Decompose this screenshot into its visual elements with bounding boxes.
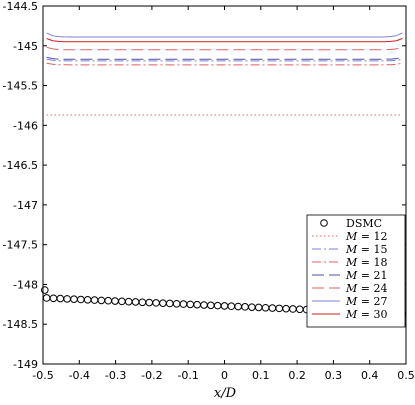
x-tick-label: 0.4 [361, 369, 379, 382]
series-line [46, 46, 403, 51]
x-tick-label: -0.5 [32, 369, 53, 382]
x-tick-label: -0.2 [141, 369, 162, 382]
y-tick-label: -146 [13, 119, 38, 132]
legend-label: M = 12 [345, 230, 387, 243]
y-tick-label: -147.5 [3, 239, 38, 252]
y-tick-label: -144.5 [3, 0, 38, 13]
y-tick-label: -148.5 [3, 318, 38, 331]
y-tick-label: -149 [13, 358, 38, 371]
x-axis-label: x/D [214, 386, 237, 401]
dsmc-point [41, 286, 49, 294]
y-tick-label: -145 [13, 40, 38, 53]
x-tick-label: -0.3 [105, 369, 126, 382]
series-line [46, 32, 403, 38]
legend-label: M = 18 [345, 256, 387, 269]
y-tick-label: -148 [13, 278, 38, 291]
y-tick-label: -146.5 [3, 159, 38, 172]
x-tick-label: 0.3 [325, 369, 343, 382]
y-tick-label: -147 [13, 199, 38, 212]
y-axis-ticks: -144.5 -145 -145.5 -146 -146.5 -147 -147.5 -148… [3, 0, 406, 371]
series-line [46, 58, 403, 62]
legend-label: DSMC [346, 217, 382, 230]
legend-label: M = 27 [345, 295, 387, 308]
legend-label: M = 15 [345, 243, 387, 256]
x-tick-label: 0.5 [397, 369, 415, 382]
legend-box [306, 214, 406, 328]
plot-lines [46, 32, 403, 116]
series-line [46, 38, 403, 43]
x-tick-label: -0.1 [177, 369, 198, 382]
x-tick-label: 0 [221, 369, 228, 382]
legend-label: M = 24 [345, 282, 387, 295]
series-line [46, 62, 403, 66]
x-tick-label: 0.2 [288, 369, 306, 382]
x-axis-ticks: -0.5 -0.4 -0.3 -0.2 -0.1 0 0.1 0.2 0.3 0.4 0.5 [32, 6, 415, 382]
legend-marker [320, 219, 328, 227]
y-tick-label: -145.5 [3, 80, 38, 93]
x-tick-label: 0.1 [252, 369, 270, 382]
legend-label: M = 30 [345, 308, 387, 321]
series-line [46, 56, 403, 60]
legend-label: M = 21 [345, 269, 387, 282]
x-tick-label: -0.4 [69, 369, 90, 382]
